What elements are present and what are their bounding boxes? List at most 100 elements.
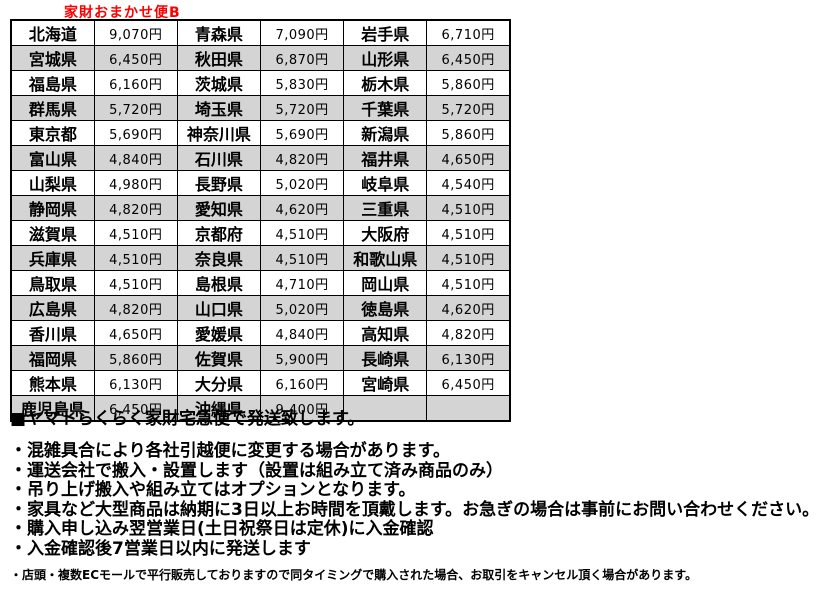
- shipping-fee-table-body: 北海道 9,070円 青森県 7,090円 岩手県 6,710円 宮城県 6,4…: [10, 19, 511, 422]
- prefecture-cell: 鹿児島県: [10, 395, 95, 422]
- price-cell: 4,820円: [93, 195, 178, 221]
- table-row: 広島県 4,820円 山口県 5,020円 徳島県 4,620円: [10, 295, 511, 321]
- prefecture-cell: 広島県: [10, 295, 95, 321]
- price-cell: 5,900円: [259, 345, 345, 371]
- table-caption: 家財おまかせ便B: [64, 5, 181, 21]
- prefecture-cell: 鳥取県: [10, 270, 95, 296]
- price-cell: 5,860円: [426, 120, 511, 146]
- table-row: 福岡県 5,860円 佐賀県 5,900円 長崎県 6,130円: [10, 345, 511, 371]
- table-row: 鹿児島県 6,450円 沖縄県 9,400円: [10, 395, 511, 422]
- price-cell: 4,510円: [426, 245, 511, 271]
- table-row: 福島県 6,160円 茨城県 5,830円 栃木県 5,860円: [10, 70, 511, 96]
- price-cell: 6,160円: [93, 70, 178, 96]
- price-cell: 4,510円: [259, 220, 345, 246]
- price-cell: 5,720円: [426, 95, 511, 121]
- price-cell: 4,840円: [259, 320, 345, 346]
- prefecture-cell: 北海道: [10, 19, 95, 46]
- prefecture-cell: 青森県: [176, 19, 261, 46]
- table-row: 熊本県 6,130円 大分県 6,160円 宮崎県 6,450円: [10, 370, 511, 396]
- prefecture-cell: 島根県: [176, 270, 261, 296]
- note-bullet: ・入金確認後7営業日以内に発送します: [10, 538, 311, 559]
- prefecture-cell: 兵庫県: [10, 245, 95, 271]
- prefecture-cell: 山形県: [343, 45, 428, 71]
- table-row: 静岡県 4,820円 愛知県 4,620円 三重県 4,510円: [10, 195, 511, 221]
- price-cell: 6,450円: [426, 45, 511, 71]
- prefecture-cell: 和歌山県: [343, 245, 428, 271]
- price-cell: 9,400円: [259, 395, 345, 422]
- table-row: 鳥取県 4,510円 島根県 4,710円 岡山県 4,510円: [10, 270, 511, 296]
- prefecture-cell: 熊本県: [10, 370, 95, 396]
- prefecture-cell: 岐阜県: [343, 170, 428, 196]
- prefecture-cell: 京都府: [176, 220, 261, 246]
- notes-bullet-list: ・混雑具合により各社引越便に変更する場合があります。 ・運送会社で搬入・設置しま…: [10, 441, 820, 559]
- notes-heading: ■ヤマトらくらく家財宅急便で発送致します。: [10, 409, 365, 429]
- price-cell: 4,840円: [93, 145, 178, 171]
- prefecture-cell: 埼玉県: [176, 95, 261, 121]
- price-cell: 5,720円: [259, 95, 345, 121]
- table-row: 兵庫県 4,510円 奈良県 4,510円 和歌山県 4,510円: [10, 245, 511, 271]
- prefecture-cell: 福井県: [343, 145, 428, 171]
- prefecture-cell: 宮城県: [10, 45, 95, 71]
- price-cell: 7,090円: [259, 19, 345, 46]
- note-bullet: ・混雑具合により各社引越便に変更する場合があります。: [10, 441, 450, 461]
- shipping-notes: ■ヤマトらくらく家財宅急便で発送致します。 ・混雑具合により各社引越便に変更する…: [10, 409, 820, 583]
- prefecture-cell: 岡山県: [343, 270, 428, 296]
- price-cell: 5,720円: [93, 95, 178, 121]
- price-cell: [426, 395, 511, 422]
- price-cell: 5,690円: [259, 120, 345, 146]
- prefecture-cell: 福島県: [10, 70, 95, 96]
- price-cell: 5,830円: [259, 70, 345, 96]
- prefecture-cell: 愛媛県: [176, 320, 261, 346]
- price-cell: 5,860円: [426, 70, 511, 96]
- prefecture-cell: 佐賀県: [176, 345, 261, 371]
- price-cell: 5,860円: [93, 345, 178, 371]
- prefecture-cell: 新潟県: [343, 120, 428, 146]
- price-cell: 4,510円: [259, 245, 345, 271]
- price-cell: 6,870円: [259, 45, 345, 71]
- prefecture-cell: 石川県: [176, 145, 261, 171]
- prefecture-cell: 群馬県: [10, 95, 95, 121]
- price-cell: 4,510円: [426, 220, 511, 246]
- price-cell: 4,510円: [93, 245, 178, 271]
- prefecture-cell: 栃木県: [343, 70, 428, 96]
- price-cell: 4,540円: [426, 170, 511, 196]
- price-cell: 4,980円: [93, 170, 178, 196]
- price-cell: 4,510円: [93, 270, 178, 296]
- prefecture-cell: 神奈川県: [176, 120, 261, 146]
- prefecture-cell: 大分県: [176, 370, 261, 396]
- prefecture-cell: 愛知県: [176, 195, 261, 221]
- price-cell: 5,690円: [93, 120, 178, 146]
- prefecture-cell: 千葉県: [343, 95, 428, 121]
- prefecture-cell: 岩手県: [343, 19, 428, 46]
- prefecture-cell: 高知県: [343, 320, 428, 346]
- price-cell: 4,510円: [93, 220, 178, 246]
- table-row: 富山県 4,840円 石川県 4,820円 福井県 4,650円: [10, 145, 511, 171]
- price-cell: 4,650円: [93, 320, 178, 346]
- note-bullet: ・家具など大型商品は納期に3日以上お時間を頂戴します。お急ぎの場合は事前にお問い…: [10, 499, 820, 520]
- prefecture-cell: 東京都: [10, 120, 95, 146]
- price-cell: 4,710円: [259, 270, 345, 296]
- prefecture-cell: 山口県: [176, 295, 261, 321]
- price-cell: 4,510円: [426, 195, 511, 221]
- notes-fine-print: ・店頭・複数ECモールで平行販売しておりますので同タイミングで購入された場合、お…: [10, 568, 698, 582]
- prefecture-cell: 静岡県: [10, 195, 95, 221]
- price-cell: 6,450円: [93, 395, 178, 422]
- price-cell: 4,620円: [259, 195, 345, 221]
- price-cell: 6,710円: [426, 19, 511, 46]
- price-cell: 4,650円: [426, 145, 511, 171]
- prefecture-cell: [343, 395, 428, 422]
- price-cell: 9,070円: [93, 19, 178, 46]
- table-row: 山梨県 4,980円 長野県 5,020円 岐阜県 4,540円: [10, 170, 511, 196]
- prefecture-cell: 香川県: [10, 320, 95, 346]
- price-cell: 5,020円: [259, 170, 345, 196]
- prefecture-cell: 長崎県: [343, 345, 428, 371]
- note-bullet: ・運送会社で搬入・設置します（設置は組み立て済み商品のみ）: [10, 460, 503, 481]
- price-cell: 6,450円: [93, 45, 178, 71]
- table-row: 群馬県 5,720円 埼玉県 5,720円 千葉県 5,720円: [10, 95, 511, 121]
- price-cell: 4,510円: [426, 270, 511, 296]
- price-cell: 4,820円: [259, 145, 345, 171]
- table-row: 北海道 9,070円 青森県 7,090円 岩手県 6,710円: [10, 19, 511, 46]
- prefecture-cell: 富山県: [10, 145, 95, 171]
- price-cell: 6,160円: [259, 370, 345, 396]
- price-cell: 4,820円: [426, 320, 511, 346]
